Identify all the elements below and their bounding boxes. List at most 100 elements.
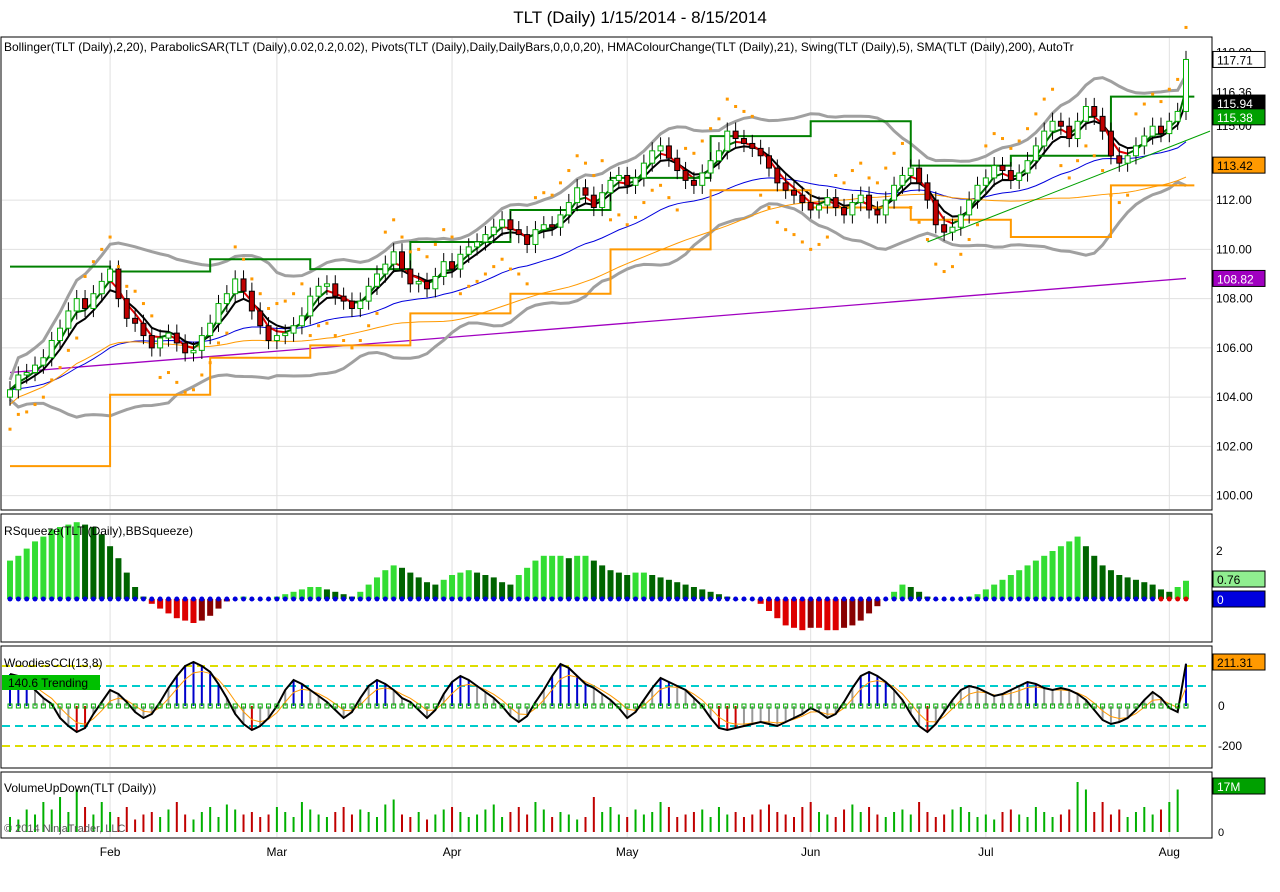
- cci-zero-marker: [841, 703, 847, 709]
- squeeze-dot: [165, 596, 171, 602]
- candle-body: [1082, 106, 1089, 122]
- squeeze-dot: [733, 596, 739, 602]
- sar-dot: [158, 375, 162, 379]
- squeeze-bar: [198, 599, 205, 621]
- sar-dot: [992, 132, 996, 136]
- volume-panel[interactable]: [0, 771, 1213, 839]
- squeeze-dot: [624, 596, 630, 602]
- squeeze-bar: [157, 599, 164, 609]
- candle-body: [582, 187, 589, 196]
- candle-body: [1066, 125, 1073, 140]
- sar-dot: [1009, 146, 1013, 150]
- squeeze-dot: [608, 596, 614, 602]
- squeeze-dot: [1050, 596, 1056, 602]
- sar-dot: [925, 238, 929, 242]
- squeeze-bar: [590, 560, 597, 599]
- price-panel[interactable]: [0, 36, 1213, 511]
- squeeze-bar: [707, 591, 714, 599]
- sar-dot: [759, 193, 763, 197]
- cci-zero-marker: [699, 703, 705, 709]
- squeeze-bar: [449, 575, 456, 599]
- squeeze-dot: [1016, 596, 1022, 602]
- candle-body: [23, 372, 30, 376]
- x-month-label: Aug: [1159, 845, 1180, 859]
- cci-zero-marker: [866, 703, 872, 709]
- candle-body: [757, 147, 764, 157]
- squeeze-dot: [1133, 596, 1139, 602]
- sar-dot: [834, 173, 838, 177]
- sar-dot: [467, 284, 471, 288]
- candle-body: [1183, 58, 1189, 112]
- volume-panel-label: VolumeUpDown(TLT (Daily)): [4, 781, 156, 795]
- squeeze-dot: [232, 596, 238, 602]
- squeeze-dot: [257, 596, 263, 602]
- cci-zero-marker: [457, 703, 463, 709]
- cci-zero-marker: [958, 703, 964, 709]
- squeeze-dot: [274, 596, 280, 602]
- cci-zero-marker: [557, 703, 563, 709]
- cci-zero-marker: [157, 703, 163, 709]
- cci-zero-marker: [758, 703, 764, 709]
- cci-zero-marker: [974, 703, 980, 709]
- candle-body: [390, 251, 397, 265]
- sar-dot: [825, 235, 829, 239]
- candle-body: [932, 199, 939, 226]
- candle-body: [282, 332, 289, 337]
- squeeze-dot: [858, 596, 864, 602]
- cci-line: [9, 660, 1187, 734]
- candle-body: [957, 214, 964, 228]
- sma200-line: [9, 277, 1187, 374]
- squeeze-bar: [215, 599, 222, 609]
- sar-dot: [66, 348, 70, 352]
- candle-body: [515, 229, 522, 236]
- sar-dot: [317, 324, 321, 328]
- squeeze-bar: [1149, 584, 1156, 599]
- squeeze-dot: [15, 596, 21, 602]
- cci-zero-marker: [49, 703, 55, 709]
- squeeze-bar: [1174, 587, 1181, 599]
- candle-body: [1166, 120, 1173, 135]
- cci-zero-marker: [924, 703, 930, 709]
- squeeze-dot: [983, 596, 989, 602]
- candle-body: [1057, 120, 1064, 127]
- price-badge-bg: [1212, 156, 1266, 174]
- cci-zero-marker: [115, 703, 121, 709]
- candle-body: [1041, 130, 1048, 147]
- squeeze-dot: [82, 596, 88, 602]
- price-series: [7, 25, 1211, 468]
- cci-zero-marker: [683, 703, 689, 709]
- candle-body: [1074, 120, 1081, 140]
- sar-dot: [33, 403, 37, 407]
- candle-body: [1107, 130, 1114, 157]
- squeeze-bar: [1091, 555, 1098, 599]
- squeeze-dot: [99, 596, 105, 602]
- cci-zero-marker: [1016, 703, 1022, 709]
- squeeze-bar: [532, 560, 539, 599]
- sar-dot: [550, 193, 554, 197]
- squeeze-bar: [173, 599, 180, 619]
- squeeze-dot: [783, 596, 789, 602]
- candle-body: [1049, 120, 1056, 132]
- sar-dot: [884, 166, 888, 170]
- cci-series: [2, 660, 1211, 747]
- candle-body: [132, 317, 139, 324]
- squeeze-dot: [1058, 596, 1064, 602]
- cci-zero-marker: [933, 703, 939, 709]
- candle-body: [991, 165, 998, 179]
- price-y-tick: 106.00: [1216, 341, 1253, 355]
- candle-body: [899, 174, 906, 186]
- squeeze-dot: [224, 596, 230, 602]
- squeeze-dot: [1108, 596, 1114, 602]
- squeeze-bar: [557, 555, 564, 599]
- price-y-tick: 100.00: [1216, 489, 1253, 503]
- squeeze-bar: [866, 599, 873, 614]
- cci-zero-marker: [324, 703, 330, 709]
- squeeze-dot: [57, 596, 63, 602]
- cci-zero-marker: [391, 703, 397, 709]
- sar-dot: [917, 220, 921, 224]
- squeeze-dot: [924, 596, 930, 602]
- cci-zero-marker: [307, 703, 313, 709]
- squeeze-series: [7, 522, 1189, 631]
- squeeze-dot: [716, 596, 722, 602]
- candle-body: [924, 182, 931, 201]
